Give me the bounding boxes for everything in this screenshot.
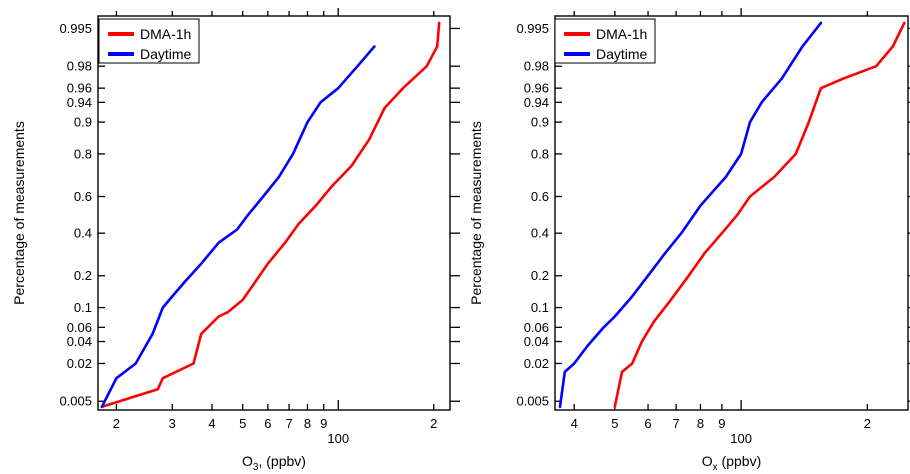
y-tick-label: 0.94: [524, 95, 549, 110]
y-tick-label: 0.96: [67, 81, 92, 96]
y-tick-label: 0.98: [67, 59, 92, 74]
y-tick-label: 0.4: [74, 226, 92, 241]
x-tick-label: 8: [697, 416, 704, 431]
legend-label: DMA-1h: [596, 26, 647, 42]
x-tick-label: 3: [169, 416, 176, 431]
y-tick-label: 0.995: [516, 21, 549, 36]
x-tick-label: 100: [327, 431, 349, 446]
y-axis-title: Percentage of measurements: [468, 121, 484, 305]
y-tick-label: 0.6: [531, 189, 549, 204]
series-line-dma-1h: [100, 21, 441, 409]
x-tick-label: 9: [718, 416, 725, 431]
y-tick-label: 0.04: [524, 334, 549, 349]
y-tick-label: 0.1: [531, 300, 549, 315]
y-tick-label: 0.94: [67, 95, 92, 110]
series-line-daytime: [558, 21, 823, 409]
y-tick-label: 0.2: [74, 268, 92, 283]
series-line-daytime: [100, 45, 376, 409]
x-tick-label: 2: [430, 416, 437, 431]
y-tick-label: 0.9: [74, 115, 92, 130]
x-tick-label: 2: [864, 416, 871, 431]
chart-panel-2: 0.0050.020.040.060.10.20.40.60.80.90.940…: [468, 8, 910, 473]
x-tick-label: 4: [208, 416, 215, 431]
x-tick-label: 6: [644, 416, 651, 431]
x-axis-title: O3, (ppbv): [242, 453, 306, 473]
x-tick-label: 4: [571, 416, 578, 431]
y-tick-label: 0.8: [74, 146, 92, 161]
y-tick-label: 0.8: [531, 146, 549, 161]
y-tick-label: 0.06: [524, 320, 549, 335]
y-axis-title: Percentage of measurements: [11, 121, 27, 305]
x-tick-label: 9: [320, 416, 327, 431]
x-tick-label: 8: [304, 416, 311, 431]
y-tick-label: 0.1: [74, 300, 92, 315]
legend: DMA-1h Daytime: [554, 18, 656, 64]
legend: DMA-1h Daytime: [98, 18, 200, 64]
y-tick-label: 0.995: [59, 21, 92, 36]
y-tick-label: 0.96: [524, 81, 549, 96]
y-tick-label: 0.02: [67, 356, 92, 371]
x-tick-label: 5: [239, 416, 246, 431]
y-tick-label: 0.06: [67, 320, 92, 335]
x-tick-label: 6: [264, 416, 271, 431]
x-tick-label: 100: [730, 431, 752, 446]
x-tick-label: 7: [673, 416, 680, 431]
y-tick-label: 0.6: [74, 189, 92, 204]
x-tick-label: 5: [611, 416, 618, 431]
legend-label: Daytime: [596, 46, 648, 62]
plot-frame: [97, 15, 451, 411]
y-tick-label: 0.04: [67, 334, 92, 349]
x-tick-label: 2: [113, 416, 120, 431]
plot-frame: [554, 15, 909, 411]
y-tick-label: 0.005: [59, 394, 92, 409]
y-tick-label: 0.9: [531, 115, 549, 130]
y-tick-label: 0.005: [516, 394, 549, 409]
x-axis-title: Ox (ppbv): [702, 453, 761, 473]
y-tick-label: 0.4: [531, 226, 549, 241]
y-tick-label: 0.2: [531, 268, 549, 283]
series-line-dma-1h: [613, 21, 906, 409]
legend-label: DMA-1h: [140, 26, 191, 42]
y-tick-label: 0.98: [524, 59, 549, 74]
y-tick-label: 0.02: [524, 356, 549, 371]
legend-label: Daytime: [140, 46, 192, 62]
chart-panel-1: 0.0050.020.040.060.10.20.40.60.80.90.940…: [11, 8, 460, 473]
x-tick-label: 7: [285, 416, 292, 431]
